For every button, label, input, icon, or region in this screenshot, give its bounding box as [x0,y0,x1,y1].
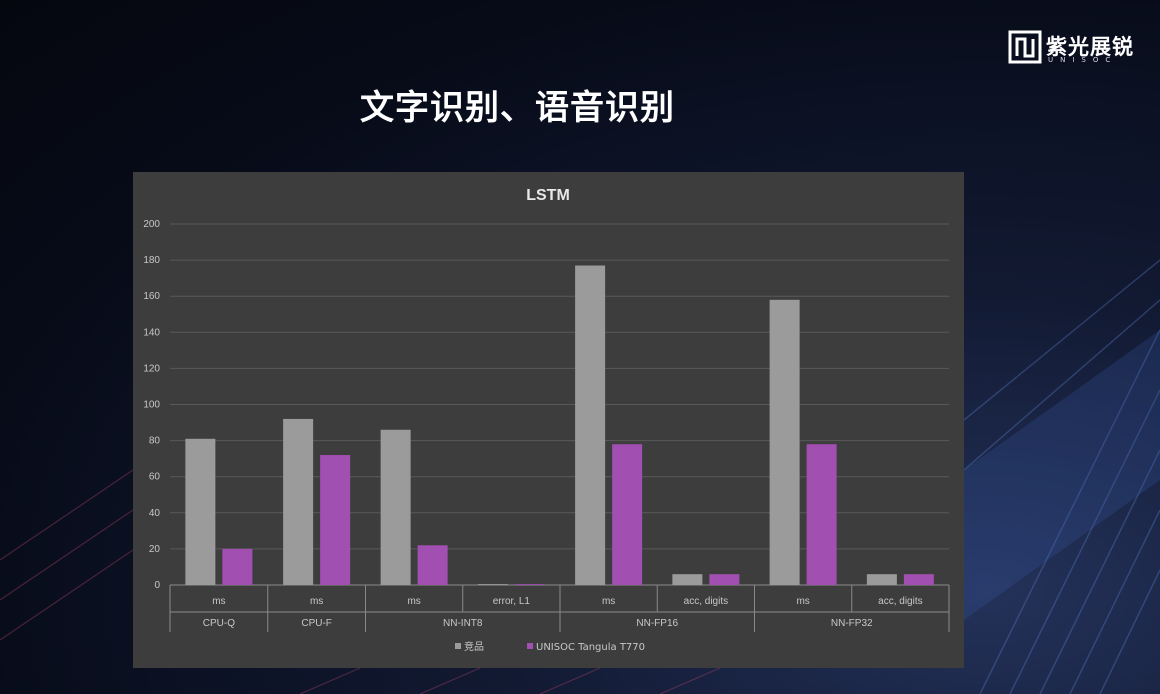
bar [612,444,643,585]
y-tick-label: 160 [143,291,160,302]
y-tick-label: 60 [149,472,161,483]
bar [320,455,351,585]
bar [903,574,934,585]
bar [477,584,508,585]
slide-title: 文字识别、语音识别 [360,88,675,128]
x-tick-label: ms [310,596,323,607]
group-label: CPU-Q [203,618,235,629]
y-tick-label: 120 [143,363,160,374]
bar [769,299,800,585]
x-tick-label: ms [407,596,420,607]
y-tick-label: 200 [143,219,160,230]
x-tick-label: acc, digits [878,596,922,607]
chart-title: LSTM [526,187,570,204]
bar [709,574,740,585]
unisoc-logo-mark-icon [1008,30,1042,64]
y-tick-label: 140 [143,327,160,338]
chart-panel: LSTM 0 20 40 60 80 100 120 140 160 180 200 ms ms ms er… [133,172,964,668]
logo-name: 紫光展锐 [1046,35,1134,59]
group-label: NN-INT8 [443,618,483,629]
bar [222,548,253,585]
unisoc-logo: 紫光展锐 UNISOC [1008,28,1148,68]
legend-swatch [527,643,533,649]
legend-label: UNISOC Tangula T770 [536,642,645,653]
lstm-bar-chart: LSTM 0 20 40 60 80 100 120 140 160 180 200 ms ms ms er… [143,187,950,653]
x-tick-label: error, L1 [493,596,531,607]
bar [866,574,897,585]
bar [575,265,606,585]
group-label: NN-FP32 [831,618,873,629]
group-label: CPU-F [301,618,332,629]
y-tick-label: 100 [143,400,160,411]
bar [185,438,216,585]
x-tick-label: ms [796,596,809,607]
x-tick-label: ms [602,596,615,607]
logo-subtitle: UNISOC [1048,56,1118,64]
x-tick-label: ms [212,596,225,607]
bar [514,584,545,585]
y-tick-label: 20 [149,544,161,555]
group-label: NN-FP16 [636,618,678,629]
x-tick-label: acc, digits [684,596,728,607]
y-tick-label: 80 [149,436,161,447]
y-tick-label: 180 [143,255,160,266]
bar [806,444,837,585]
bar [380,429,411,585]
bar [283,418,314,585]
bar [672,574,703,585]
legend-label: 竞品 [464,640,484,653]
legend-swatch [455,643,461,649]
bar [417,545,448,585]
y-tick-label: 40 [149,508,161,519]
y-tick-label: 0 [154,580,160,591]
